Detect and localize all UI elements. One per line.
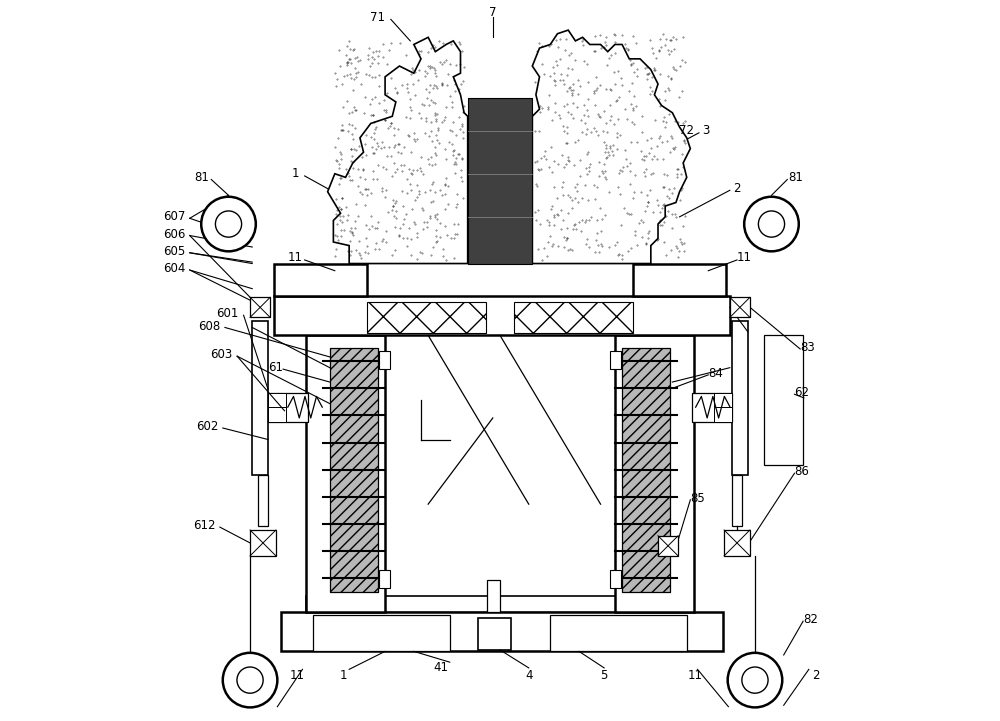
- Text: 41: 41: [434, 660, 449, 673]
- Bar: [379, 570, 390, 588]
- Text: 602: 602: [196, 420, 218, 433]
- Bar: [250, 297, 270, 317]
- Text: 606: 606: [163, 228, 185, 241]
- Circle shape: [728, 653, 782, 707]
- Polygon shape: [532, 30, 690, 264]
- Bar: [268, 393, 286, 407]
- Text: 1: 1: [340, 668, 347, 681]
- Bar: [714, 393, 732, 407]
- Circle shape: [742, 667, 768, 693]
- Text: 4: 4: [525, 668, 532, 681]
- Bar: [764, 335, 803, 464]
- Bar: [252, 321, 268, 475]
- Bar: [487, 580, 500, 612]
- Text: 11: 11: [288, 252, 303, 265]
- Bar: [692, 393, 732, 422]
- Text: 3: 3: [702, 124, 710, 137]
- Bar: [258, 475, 268, 526]
- Text: 81: 81: [788, 171, 803, 184]
- Bar: [274, 296, 730, 335]
- Circle shape: [744, 197, 799, 252]
- Text: 72: 72: [679, 124, 694, 137]
- Bar: [268, 407, 286, 422]
- Bar: [250, 530, 276, 556]
- Text: 84: 84: [708, 367, 723, 380]
- Text: 62: 62: [794, 386, 809, 399]
- Bar: [274, 264, 367, 296]
- Bar: [330, 348, 378, 592]
- Text: 81: 81: [195, 171, 209, 184]
- Text: 85: 85: [690, 492, 705, 505]
- Bar: [658, 536, 678, 556]
- Text: 11: 11: [737, 252, 752, 265]
- Circle shape: [201, 197, 256, 252]
- Bar: [550, 616, 687, 651]
- Text: 2: 2: [812, 668, 820, 681]
- Bar: [367, 301, 486, 333]
- Text: 82: 82: [803, 613, 818, 626]
- Bar: [610, 351, 621, 369]
- Text: 83: 83: [800, 341, 815, 354]
- Text: 601: 601: [216, 307, 238, 320]
- Bar: [306, 335, 385, 612]
- Circle shape: [215, 211, 242, 237]
- Bar: [478, 618, 511, 650]
- Bar: [468, 98, 532, 264]
- Polygon shape: [328, 37, 468, 264]
- Bar: [306, 596, 694, 612]
- Text: 2: 2: [733, 182, 741, 195]
- Text: 607: 607: [163, 211, 185, 224]
- Text: 11: 11: [290, 668, 305, 681]
- Text: 11: 11: [688, 668, 703, 681]
- Bar: [732, 321, 748, 475]
- Circle shape: [223, 653, 277, 707]
- Bar: [730, 297, 750, 317]
- Circle shape: [237, 667, 263, 693]
- Bar: [330, 348, 378, 592]
- Bar: [622, 348, 670, 592]
- Text: 604: 604: [163, 262, 185, 275]
- Bar: [313, 616, 450, 651]
- Bar: [732, 475, 742, 526]
- Bar: [633, 264, 726, 296]
- Bar: [268, 393, 308, 422]
- Bar: [714, 407, 732, 422]
- Bar: [379, 351, 390, 369]
- Text: 71: 71: [370, 11, 385, 24]
- Text: 7: 7: [489, 6, 497, 19]
- Bar: [281, 612, 723, 651]
- Bar: [514, 301, 633, 333]
- Bar: [615, 335, 694, 612]
- Text: 1: 1: [292, 167, 299, 180]
- Text: 612: 612: [193, 519, 215, 532]
- Bar: [724, 530, 750, 556]
- Circle shape: [758, 211, 785, 237]
- Bar: [610, 570, 621, 588]
- Text: 603: 603: [210, 348, 232, 361]
- Text: 5: 5: [600, 668, 608, 681]
- Text: 608: 608: [198, 319, 220, 332]
- Text: 61: 61: [268, 361, 283, 374]
- Text: 605: 605: [163, 245, 185, 258]
- Bar: [622, 348, 670, 592]
- Text: 86: 86: [794, 465, 809, 478]
